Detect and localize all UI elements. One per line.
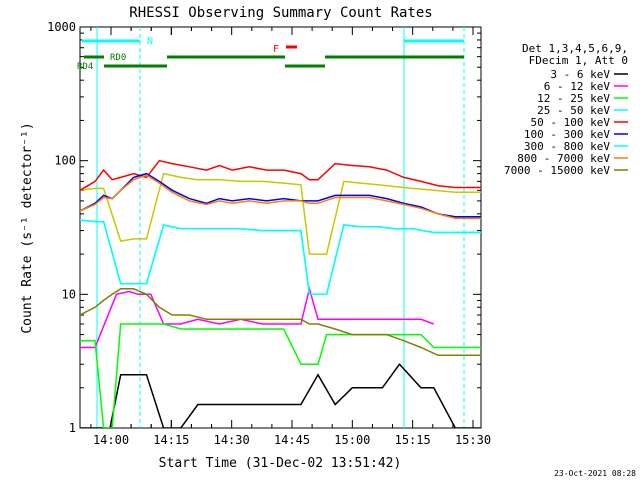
series-line-5 bbox=[80, 172, 481, 218]
legend-label: 300 - 800 keV bbox=[524, 140, 610, 153]
y-tick-label: 100 bbox=[54, 154, 76, 168]
legend-label: 800 - 7000 keV bbox=[517, 152, 610, 165]
legend-label: 25 - 50 keV bbox=[537, 104, 610, 117]
legend-label: 7000 - 15000 keV bbox=[504, 164, 610, 177]
y-tick-label: 1 bbox=[69, 421, 76, 435]
x-axis: 14:00 14:15 14:30 14:45 15:00 15:15 15:30 bbox=[90, 27, 491, 447]
annotation-rd0: RD0 bbox=[110, 53, 126, 63]
series-line-0 bbox=[80, 363, 481, 428]
x-tick-label: 14:00 bbox=[93, 433, 129, 447]
y-tick-label: 10 bbox=[62, 287, 76, 301]
chart-title: RHESSI Observing Summary Count Rates bbox=[129, 5, 432, 21]
annotation-n: N bbox=[147, 36, 153, 47]
x-tick-label: 14:45 bbox=[274, 433, 310, 447]
series-line-1 bbox=[80, 285, 435, 349]
x-tick-label: 15:30 bbox=[455, 433, 491, 447]
x-tick-label: 15:15 bbox=[395, 433, 431, 447]
timestamp-footer: 23-Oct-2021 08:28 bbox=[554, 469, 636, 478]
x-tick-label: 14:15 bbox=[153, 433, 189, 447]
x-tick-label: 15:00 bbox=[334, 433, 370, 447]
series-line-6 bbox=[80, 219, 481, 296]
legend: Det 1,3,4,5,6,9,FDecim 1, Att 03 - 6 keV… bbox=[504, 42, 628, 177]
annotation-f: F bbox=[273, 44, 279, 55]
x-axis-label: Start Time (31-Dec-02 13:51:42) bbox=[159, 456, 402, 471]
legend-label: 3 - 6 keV bbox=[550, 68, 610, 81]
legend-label: 12 - 25 keV bbox=[537, 92, 610, 105]
legend-label: 6 - 12 keV bbox=[544, 80, 611, 93]
series-line-8 bbox=[80, 288, 481, 357]
series-lines bbox=[80, 159, 481, 428]
marker-lines bbox=[96, 27, 465, 428]
y-axis-label: Count Rate (s⁻¹ detector⁻¹) bbox=[20, 122, 35, 333]
status-flags bbox=[82, 39, 464, 68]
series-line-2 bbox=[80, 323, 481, 428]
annotation-rd4: RD4 bbox=[77, 62, 93, 72]
series-line-7 bbox=[80, 174, 481, 220]
y-axis: 1 10 100 1000 bbox=[47, 20, 481, 435]
legend-header: Det 1,3,4,5,6,9, bbox=[522, 42, 628, 55]
legend-header: FDecim 1, Att 0 bbox=[529, 54, 628, 67]
legend-label: 100 - 300 keV bbox=[524, 128, 610, 141]
y-tick-label: 1000 bbox=[47, 20, 76, 34]
plot-frame bbox=[79, 26, 482, 429]
series-line-yellow bbox=[80, 172, 481, 255]
x-tick-label: 14:30 bbox=[214, 433, 250, 447]
series-line-4 bbox=[80, 159, 481, 191]
legend-label: 50 - 100 keV bbox=[531, 116, 611, 129]
